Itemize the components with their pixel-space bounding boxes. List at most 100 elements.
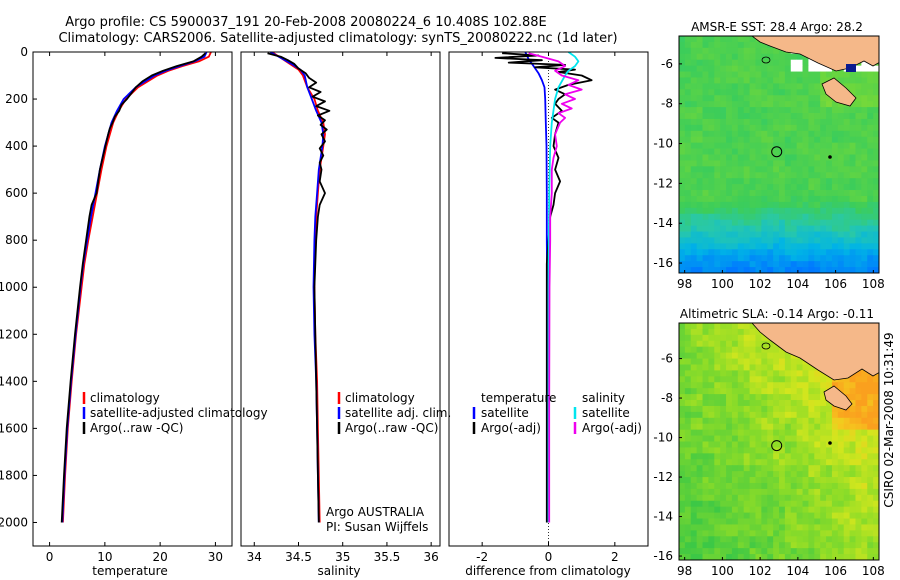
map-cell xyxy=(802,124,809,132)
map-cell xyxy=(684,113,692,120)
map-cell xyxy=(873,382,879,389)
map-cell xyxy=(743,237,750,244)
map-cell xyxy=(696,195,703,203)
map-cell xyxy=(767,130,774,138)
map-cell xyxy=(867,166,874,173)
map-cell xyxy=(708,346,715,354)
map-cell xyxy=(873,124,879,132)
map-cell xyxy=(826,536,833,543)
legend-label-temp-argo: Argo(-adj) xyxy=(481,421,541,435)
map-cell xyxy=(702,530,709,537)
map-cell xyxy=(720,47,727,55)
map-cell xyxy=(826,554,833,560)
map-cell xyxy=(737,172,745,179)
map-cell xyxy=(720,512,727,519)
map-cell xyxy=(867,554,874,560)
map-cell xyxy=(708,524,715,531)
map-cell xyxy=(814,477,821,484)
map-cell xyxy=(726,178,733,185)
map-cell xyxy=(755,477,762,484)
map-cell xyxy=(726,530,733,537)
map-cell xyxy=(679,323,686,330)
map-cell xyxy=(714,352,721,359)
map-cell xyxy=(855,195,862,203)
map-cell xyxy=(826,107,833,114)
map-cell xyxy=(696,435,703,442)
map-cell xyxy=(708,178,715,185)
map-cell xyxy=(708,530,715,537)
map-cell xyxy=(773,130,780,138)
map-cell xyxy=(731,388,739,395)
map-cell xyxy=(773,512,780,519)
map-cell xyxy=(720,370,727,377)
map-cell xyxy=(808,500,815,508)
map-cell xyxy=(814,213,821,221)
map-cell xyxy=(808,506,815,513)
map-cell xyxy=(761,231,768,238)
map-cell xyxy=(831,261,839,268)
map-cell xyxy=(720,261,727,268)
map-cell xyxy=(749,518,756,525)
map-cell xyxy=(702,255,709,262)
map-cell xyxy=(820,124,827,132)
map-cell xyxy=(796,136,803,144)
map-cell xyxy=(702,154,709,161)
map-x-tick-label: 102 xyxy=(749,277,772,291)
map-cell xyxy=(749,53,756,61)
map-cell xyxy=(696,352,703,359)
map-cell xyxy=(749,429,756,436)
map-cell xyxy=(731,267,739,273)
map-cell xyxy=(802,518,809,525)
map-cell xyxy=(873,376,879,383)
map-cell xyxy=(737,548,745,555)
map-cell xyxy=(814,512,821,519)
map-cell xyxy=(861,506,868,513)
map-cell xyxy=(696,47,703,55)
map-cell xyxy=(720,83,727,90)
map-cell xyxy=(849,195,856,203)
map-cell xyxy=(749,71,756,78)
map-cell xyxy=(831,500,839,508)
map-cell xyxy=(790,435,798,442)
map-cell xyxy=(873,435,879,442)
map-cell xyxy=(873,267,879,273)
map-cell xyxy=(861,500,868,508)
map-cell xyxy=(755,178,762,185)
map-cell xyxy=(814,488,821,496)
map-cell xyxy=(873,429,879,436)
map-cell xyxy=(867,101,874,108)
map-cell xyxy=(714,477,721,484)
sla-map-x-ticks: 98 100 102 104 106 108 xyxy=(677,557,885,578)
map-cell xyxy=(773,370,780,377)
map-cell xyxy=(767,53,774,61)
map-cell xyxy=(731,101,739,108)
map-cell xyxy=(737,394,745,401)
map-cell xyxy=(837,201,845,209)
map-cell xyxy=(743,195,750,203)
map-cell xyxy=(802,376,809,383)
map-cell xyxy=(743,160,750,167)
x-tick-label: 30 xyxy=(208,550,223,564)
map-cell xyxy=(831,429,839,436)
map-cell xyxy=(761,142,768,149)
map-cell xyxy=(714,400,721,407)
y-tick-label: 400 xyxy=(5,139,28,153)
map-cell xyxy=(761,172,768,179)
map-cell xyxy=(779,417,786,425)
map-cell xyxy=(802,184,809,191)
map-cell xyxy=(796,364,803,371)
map-cell xyxy=(761,388,768,395)
map-cell xyxy=(784,482,792,490)
map-cell xyxy=(714,364,721,371)
map-cell xyxy=(737,376,745,383)
map-cell xyxy=(708,83,715,90)
map-cell xyxy=(820,255,827,262)
map-cell xyxy=(702,166,709,173)
map-cell xyxy=(696,160,703,167)
map-cell xyxy=(690,195,698,203)
map-cell xyxy=(861,71,868,78)
map-cell xyxy=(784,453,792,460)
map-cell xyxy=(743,400,750,407)
map-cell xyxy=(773,83,780,90)
map-cell xyxy=(696,346,703,354)
